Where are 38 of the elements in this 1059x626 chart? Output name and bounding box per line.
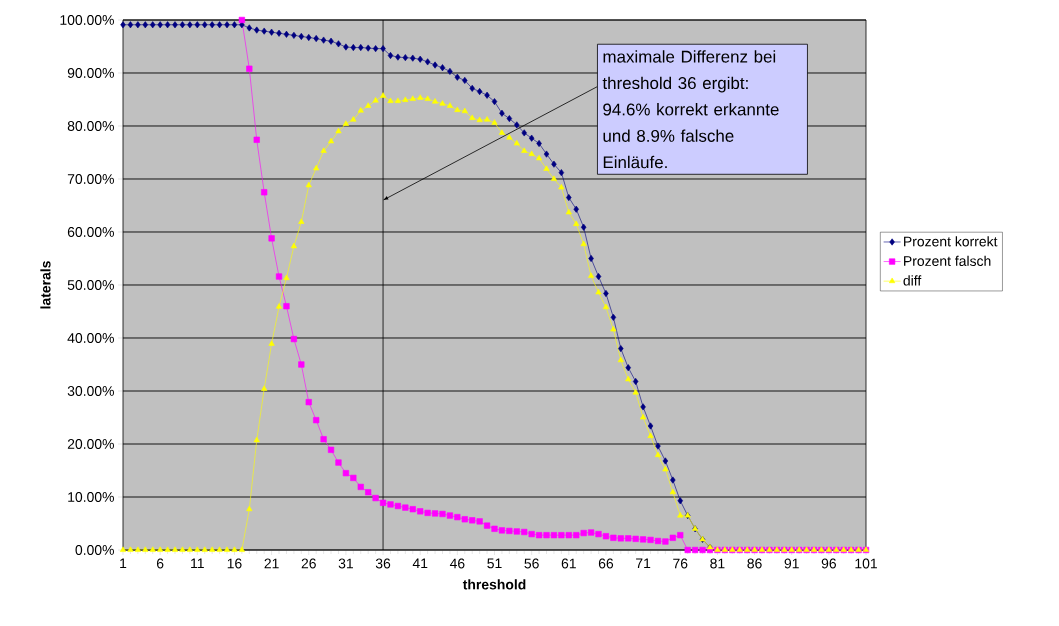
legend-label: diff bbox=[903, 275, 922, 286]
y-tick-label: 10.00% bbox=[68, 492, 114, 502]
x-tick-label: 71 bbox=[636, 558, 651, 569]
x-tick-label: 61 bbox=[561, 558, 576, 569]
y-tick-label: 100.00% bbox=[60, 15, 114, 25]
y-tick-label: 80.00% bbox=[67, 121, 114, 131]
x-tick-label: 21 bbox=[264, 558, 279, 569]
x-tick-label: 91 bbox=[784, 558, 799, 569]
x-tick-label: 81 bbox=[710, 558, 725, 569]
y-tick-label: 60.00% bbox=[67, 227, 114, 237]
x-tick-label: 6 bbox=[156, 558, 164, 569]
x-tick-label: 66 bbox=[598, 558, 614, 569]
y-tick-label: 0.00% bbox=[75, 545, 114, 555]
legend-label: Prozent falsch bbox=[904, 255, 991, 267]
y-tick-label: 70.00% bbox=[67, 174, 114, 184]
y-tick-label: 90.00% bbox=[67, 68, 114, 78]
x-tick-label: 86 bbox=[747, 558, 762, 569]
x-tick-label: 56 bbox=[524, 558, 539, 569]
x-tick-label: 41 bbox=[412, 558, 428, 569]
y-tick-label: 40.00% bbox=[67, 333, 114, 343]
x-tick-label: 36 bbox=[375, 558, 391, 569]
y-tick-label: 50.00% bbox=[67, 280, 114, 290]
x-tick-label: 46 bbox=[449, 558, 465, 569]
y-axis-title: laterals bbox=[40, 261, 51, 309]
x-tick-label: 11 bbox=[191, 558, 204, 569]
x-tick-label: 31 bbox=[338, 558, 353, 569]
legend-label: Prozent korrekt bbox=[904, 236, 998, 247]
annotation: maximale Differenz bei threshold 36 ergibt: 94.6% korrekt erkannte und 8.9% falsche Einläufe. bbox=[602, 50, 779, 169]
x-tick-label: 1 bbox=[120, 558, 127, 569]
x-tick-label: 96 bbox=[821, 558, 836, 569]
x-tick-label: 76 bbox=[673, 558, 688, 569]
x-tick-label: 26 bbox=[301, 558, 316, 569]
x-tick-label: 51 bbox=[487, 558, 502, 569]
x-axis-title: threshold bbox=[462, 579, 526, 590]
x-tick-label: 16 bbox=[227, 558, 242, 569]
y-tick-label: 30.00% bbox=[67, 386, 114, 396]
x-tick-label: 101 bbox=[855, 558, 877, 569]
y-tick-label: 20.00% bbox=[67, 439, 114, 449]
